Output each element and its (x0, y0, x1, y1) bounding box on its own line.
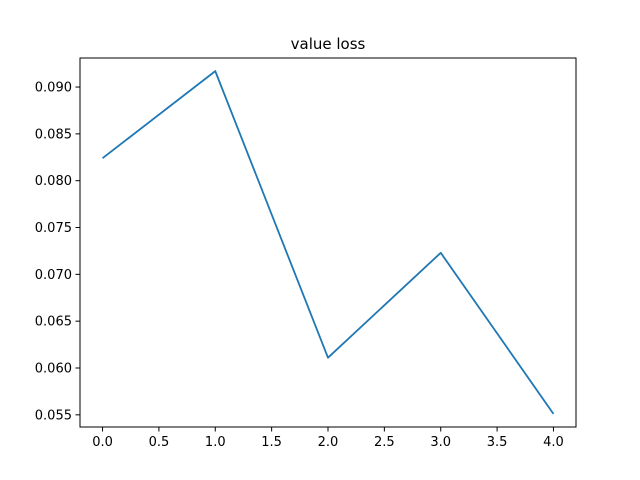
x-tick-label: 1.5 (261, 435, 282, 450)
y-tick-label: 0.075 (35, 221, 72, 236)
x-axis: 0.0 0.5 1.0 1.5 2.0 2.5 3.0 3.5 4.0 (92, 427, 564, 450)
chart-title: value loss (291, 35, 366, 53)
x-tick-label: 0.0 (92, 435, 113, 450)
x-tick-label: 1.0 (205, 435, 226, 450)
y-tick-label: 0.080 (35, 174, 72, 189)
x-tick-label: 3.5 (487, 435, 508, 450)
y-tick-label: 0.055 (35, 408, 72, 423)
x-tick-label: 3.0 (430, 435, 451, 450)
x-tick-label: 2.0 (318, 435, 339, 450)
x-tick-label: 0.5 (149, 435, 170, 450)
y-axis: 0.055 0.060 0.065 0.070 0.075 0.080 0.085 0.090 (35, 81, 80, 423)
series-line (101, 70, 555, 415)
plot-area-frame (79, 57, 577, 428)
y-tick-label: 0.065 (35, 315, 72, 330)
y-tick-label: 0.060 (35, 361, 72, 376)
y-tick-label: 0.085 (35, 127, 72, 142)
x-tick-label: 4.0 (543, 435, 564, 450)
y-tick-label: 0.090 (35, 81, 72, 96)
x-tick-label: 2.5 (374, 435, 395, 450)
y-tick-label: 0.070 (35, 268, 72, 283)
